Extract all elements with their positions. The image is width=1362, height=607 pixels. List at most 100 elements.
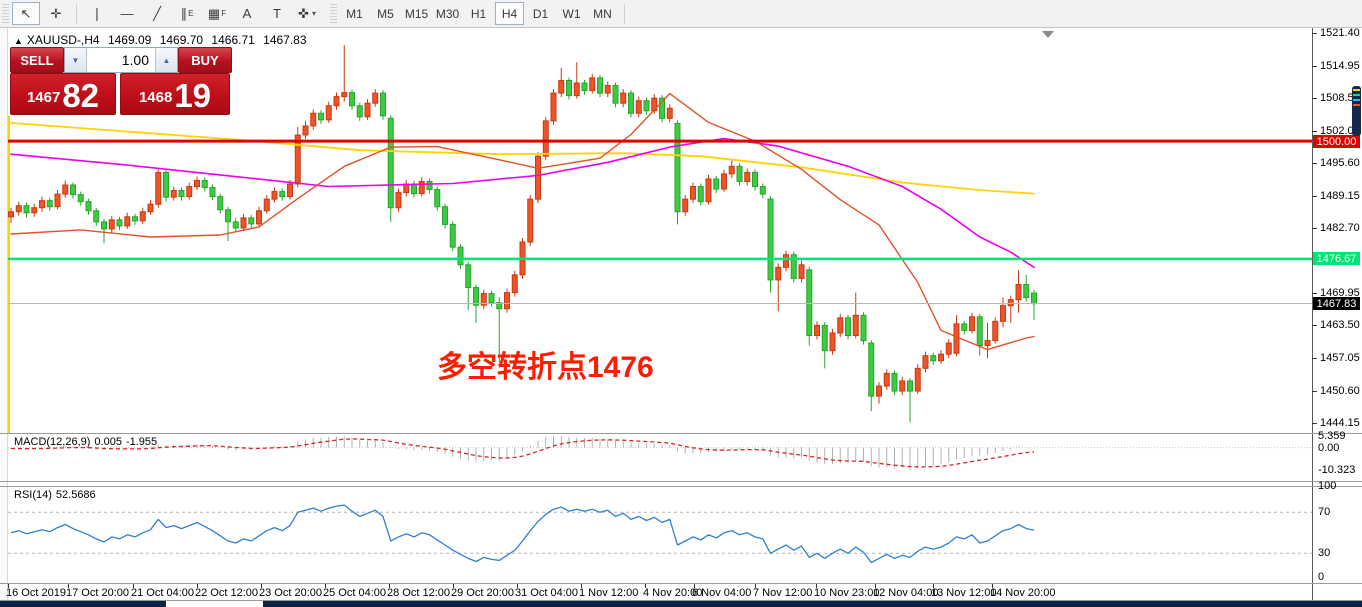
- vertical-line-tool-button[interactable]: ❘: [83, 2, 111, 25]
- price-tick-label: 1514.95: [1320, 60, 1360, 72]
- macd-panel: [8, 435, 1312, 470]
- ma-mid-magenta-line: [10, 137, 1035, 269]
- candlestick-series: [8, 45, 1037, 423]
- fibonacci-retracement-icon: ▦: [207, 5, 221, 21]
- window-bottom-bar: [0, 601, 1362, 607]
- time-tick-label: 13 Nov 12:00: [931, 587, 997, 599]
- arrows-tool-button[interactable]: ✜ ▾: [293, 2, 321, 25]
- toolbar-grip[interactable]: [2, 3, 9, 24]
- bottom-bar-gap: [166, 601, 263, 607]
- crosshair-tool-button[interactable]: ✛: [42, 2, 70, 25]
- price-tick-label: 1444.15: [1320, 417, 1360, 429]
- text-tool-button[interactable]: A: [233, 2, 261, 25]
- rsi-panel-separator-top[interactable]: [0, 481, 1362, 482]
- ma-slow-yellow-line: [10, 122, 1035, 195]
- time-tick-mark: [933, 584, 934, 588]
- time-tick-label: 14 Nov 20:00: [990, 587, 1056, 599]
- price-tick-label: 1495.60: [1320, 157, 1360, 169]
- timeframe-button-h4[interactable]: H4: [495, 2, 524, 25]
- chart-left-gutter: [0, 28, 8, 600]
- time-tick-mark: [755, 584, 756, 588]
- toolbar-grip[interactable]: [330, 3, 337, 24]
- time-tick-label: 17 Oct 20:00: [66, 587, 129, 599]
- time-tick-mark: [261, 584, 262, 588]
- ohlc-close: 1467.83: [263, 33, 307, 47]
- macd-axis-label: 5.359: [1318, 430, 1346, 442]
- crosshair-icon: ✛: [50, 5, 62, 21]
- text-label-tool-button[interactable]: T: [263, 2, 291, 25]
- price-tick-mark: [1312, 228, 1317, 229]
- resistance-price-label: 1500.00: [1313, 135, 1360, 148]
- price-tick-label: 1508.50: [1320, 92, 1360, 104]
- toolbar-separator: [76, 3, 77, 24]
- time-tick-mark: [581, 584, 582, 588]
- left-edge-yellow-line: [8, 116, 10, 433]
- time-tick-label: 22 Oct 12:00: [195, 587, 258, 599]
- lot-size-input[interactable]: 1.00: [121, 52, 149, 68]
- buy-price-button[interactable]: 1468 19: [120, 73, 230, 115]
- chart-annotation-text[interactable]: 多空转折点1476: [437, 351, 654, 384]
- time-tick-mark: [133, 584, 134, 588]
- macd-axis-label: -10.323: [1318, 464, 1356, 476]
- timeframe-button-m30[interactable]: M30: [435, 6, 460, 21]
- price-tick-label: 1482.70: [1320, 222, 1360, 234]
- toolbar-separator: [624, 3, 625, 24]
- pivot-price-label: 1476.67: [1313, 252, 1360, 265]
- rsi-axis-label: 30: [1318, 547, 1331, 559]
- horizontal-line-tool-button[interactable]: —: [113, 2, 141, 25]
- trendline-icon: ╱: [153, 5, 161, 21]
- cursor-icon: ↖: [20, 5, 32, 21]
- sell-price-button[interactable]: 1467 82: [10, 73, 116, 115]
- sell-button[interactable]: SELL: [10, 47, 64, 73]
- price-tick-label: 1469.95: [1320, 287, 1360, 299]
- time-tick-mark: [645, 584, 646, 588]
- symbol-triangle-icon: ▲: [14, 36, 23, 46]
- rsi-header: RSI(14) 52.5686: [14, 489, 100, 501]
- macd-header: MACD(12,26,9) 0.005 -1.955: [14, 436, 161, 448]
- buy-button[interactable]: BUY: [178, 47, 232, 73]
- fibonacci-retracement-tool-button[interactable]: ▦ F: [207, 5, 227, 21]
- lot-increase-button[interactable]: ▲: [155, 48, 177, 72]
- time-tick-mark: [197, 584, 198, 588]
- text-label-icon: T: [273, 6, 281, 21]
- macd-panel-separator[interactable]: [0, 433, 1362, 434]
- macd-title: MACD(12,26,9): [14, 436, 91, 448]
- price-tick-label: 1450.60: [1320, 385, 1360, 397]
- timeframe-button-m1[interactable]: M1: [346, 6, 363, 21]
- timeframe-button-m5[interactable]: M5: [377, 6, 394, 21]
- rsi-axis-label: 100: [1318, 480, 1337, 492]
- price-tick-mark: [1312, 131, 1317, 132]
- ohlc-low: 1466.71: [211, 33, 255, 47]
- chart-shift-marker-icon[interactable]: [1042, 31, 1054, 38]
- equidistant-channel-tool-button[interactable]: ∥ E: [180, 5, 194, 21]
- timeframe-button-h1[interactable]: H1: [470, 6, 487, 21]
- timeframe-button-w1[interactable]: W1: [562, 6, 581, 21]
- time-tick-mark: [992, 584, 993, 588]
- arrows-icon: ✜: [298, 5, 309, 21]
- cursor-tool-button[interactable]: ↖: [12, 2, 40, 25]
- toolbar: ↖ ✛ ❘ — ╱ ∥ E ▦ F A T ✜ ▾ M1 M5 M15 M30 H1 H4 D1 W1 MN: [0, 0, 1362, 28]
- time-tick-mark: [816, 584, 817, 588]
- price-tick-mark: [1312, 33, 1317, 34]
- timeframe-button-m15[interactable]: M15: [404, 6, 429, 21]
- macd-axis-label: 0.00: [1318, 442, 1340, 454]
- time-tick-label: 29 Oct 20:00: [451, 587, 514, 599]
- vertical-line-icon: ❘: [91, 5, 103, 21]
- arrows-dropdown-icon[interactable]: ▾: [311, 9, 316, 18]
- price-tick-mark: [1312, 196, 1317, 197]
- buy-price-pips: 19: [174, 77, 212, 114]
- price-tick-label: 1489.15: [1320, 190, 1360, 202]
- timeframe-button-mn[interactable]: MN: [593, 6, 612, 21]
- lot-decrease-button[interactable]: ▼: [65, 48, 87, 72]
- minimized-panel-widget[interactable]: [1352, 86, 1361, 136]
- timeframe-button-d1[interactable]: D1: [532, 6, 549, 21]
- trendline-tool-button[interactable]: ╱: [143, 2, 171, 25]
- equidistant-channel-icon: ∥: [180, 5, 188, 21]
- time-tick-label: 12 Nov 04:00: [873, 587, 939, 599]
- symbol-name: XAUUSD-,H4: [26, 33, 100, 47]
- time-tick-mark: [694, 584, 695, 588]
- rsi-axis-label: 70: [1318, 506, 1331, 518]
- rsi-value: 52.5686: [55, 489, 96, 501]
